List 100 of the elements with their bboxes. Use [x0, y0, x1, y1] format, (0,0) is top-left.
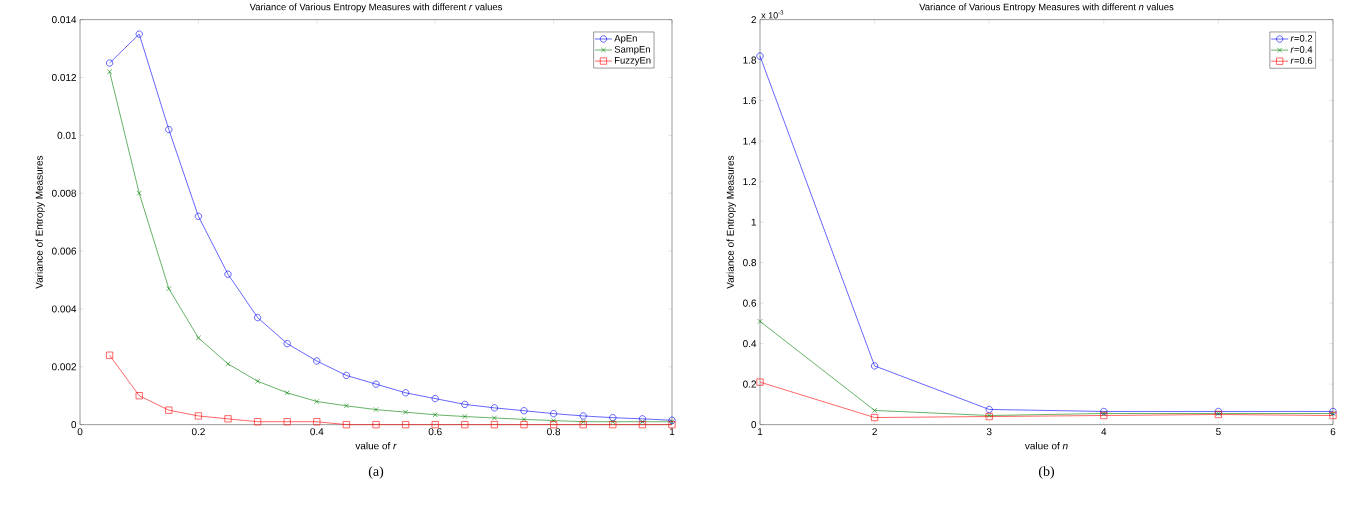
- point: [342, 372, 350, 380]
- x-axis-title: value of r: [355, 442, 397, 450]
- point: [871, 414, 879, 422]
- point: [461, 401, 469, 409]
- point: [402, 421, 410, 429]
- y-tick-label: 0.012: [51, 74, 76, 82]
- point: [254, 418, 262, 426]
- point: [757, 318, 763, 325]
- point: [639, 419, 645, 425]
- point: [165, 406, 173, 414]
- x-tick-label: 1: [758, 428, 763, 436]
- point: [107, 69, 113, 75]
- point: [872, 408, 878, 414]
- legend-label: r=0.6: [1290, 57, 1313, 65]
- point: [609, 414, 617, 422]
- point: [756, 378, 764, 386]
- y-axis-title: Variance of Entropy Measures: [35, 156, 45, 289]
- legend-label: SampEn: [614, 46, 650, 55]
- point: [313, 357, 321, 365]
- point: [638, 421, 646, 429]
- y-tick-label: 0: [71, 421, 77, 429]
- y-tick-label: 0.014: [51, 16, 77, 24]
- text: x 10$^{-3}$: [761, 10, 784, 19]
- point: [491, 415, 497, 421]
- x-tick-label: 2: [872, 428, 877, 436]
- x-tick-label: 0.8: [547, 428, 561, 436]
- point: [283, 340, 291, 348]
- x-tick-label: 0: [77, 428, 83, 436]
- point: [373, 407, 379, 413]
- point: [313, 418, 321, 426]
- x-tick-label: 0.6: [428, 428, 442, 436]
- point: [343, 403, 349, 409]
- point: [490, 404, 498, 412]
- point: [579, 412, 587, 420]
- point: [520, 421, 528, 429]
- legend-label: r=0.4: [1290, 46, 1313, 53]
- point: [638, 415, 646, 423]
- chart-title: Variance of Various Entropy Measures with different n values: [919, 3, 1174, 13]
- y-axis-title: Variance of Entropy Measures: [726, 156, 736, 289]
- point: [668, 421, 676, 429]
- y-tick-label: 0.01: [57, 132, 77, 140]
- y-tick-label: 0.4: [743, 340, 757, 348]
- point: [462, 414, 468, 420]
- point: [135, 30, 143, 38]
- point: [166, 286, 172, 292]
- point: [135, 392, 143, 400]
- y-tick-label: 0.2: [743, 380, 756, 388]
- y-tick-label: 0.002: [51, 363, 76, 371]
- text: (b): [1038, 466, 1055, 479]
- chart-title: Variance of Various Entropy Measures with different r values: [249, 3, 503, 13]
- y-tick-label: 0.006: [51, 247, 77, 255]
- y-tick-label: 1: [751, 218, 757, 226]
- y-tick-label: 0: [751, 421, 757, 429]
- point: [372, 421, 380, 429]
- point: [224, 270, 232, 278]
- x-tick-label: 3: [986, 428, 992, 436]
- point: [106, 351, 114, 359]
- point: [225, 361, 231, 367]
- point: [756, 52, 764, 60]
- legend-label: ApEn: [614, 35, 637, 44]
- point: [521, 417, 527, 423]
- point: [520, 407, 528, 415]
- point: [403, 409, 409, 415]
- y-tick-label: 1.6: [743, 97, 757, 105]
- point: [490, 421, 498, 429]
- point: [106, 59, 114, 67]
- x-tick-label: 4: [1101, 428, 1107, 436]
- point: [165, 126, 173, 134]
- x-tick-label: 0.4: [310, 428, 324, 436]
- legend-label: FuzzyEn: [615, 57, 651, 66]
- point: [194, 412, 202, 420]
- point: [284, 390, 290, 396]
- y-tick-label: 0.6: [743, 299, 757, 307]
- legend-label: r=0.2: [1290, 35, 1313, 42]
- point: [871, 362, 879, 370]
- y-tick-label: 0.004: [51, 305, 77, 313]
- point: [431, 395, 439, 403]
- point: [314, 399, 320, 405]
- x-tick-label: 1: [670, 428, 675, 436]
- x-tick-label: 5: [1216, 428, 1221, 436]
- point: [195, 335, 201, 341]
- point: [254, 314, 262, 322]
- y-tick-label: 0.008: [51, 189, 77, 197]
- x-tick-label: 0.2: [191, 428, 205, 436]
- point: [432, 412, 438, 418]
- point: [372, 380, 380, 388]
- point: [580, 419, 586, 425]
- y-tick-label: 0.8: [743, 259, 757, 267]
- point: [550, 410, 558, 418]
- point: [194, 213, 202, 221]
- point: [985, 406, 993, 414]
- y-tick-label: 1.4: [743, 137, 757, 145]
- point: [402, 389, 410, 397]
- x-axis-title: value of n: [1024, 442, 1068, 450]
- text: (a): [368, 466, 384, 479]
- y-tick-label: 1.8: [743, 56, 757, 64]
- point: [283, 418, 291, 426]
- point: [579, 421, 587, 429]
- point: [136, 190, 142, 196]
- point: [610, 419, 616, 425]
